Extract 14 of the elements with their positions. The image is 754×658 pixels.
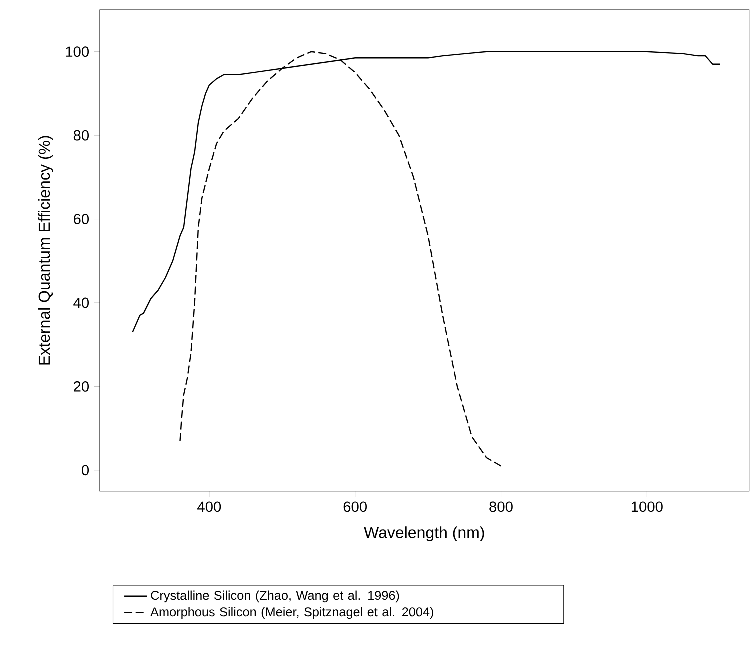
y-tick-label: 100 [66, 46, 90, 58]
y-tick-label: 40 [74, 298, 90, 308]
x-tick-label: 1000 [632, 502, 663, 512]
x-tick-label: 800 [490, 502, 513, 512]
x-tick-label: 400 [198, 502, 222, 512]
y-axis-title: External Quantum Efficiency (%) [38, 136, 54, 365]
y-tick-label: 80 [74, 130, 90, 141]
y-tick-label: 20 [74, 382, 90, 392]
y-tick-label: 0 [82, 465, 90, 476]
y-tick-label: 60 [74, 214, 90, 224]
legend-label: Crystalline Silicon (Zhao, Wang et al. 1996) [151, 590, 400, 603]
x-tick-label: 600 [344, 502, 367, 512]
x-axis-title: Wavelength (nm) [364, 526, 484, 542]
legend-label: Amorphous Silicon (Meier, Spitznagel et al. 2004) [150, 607, 434, 620]
